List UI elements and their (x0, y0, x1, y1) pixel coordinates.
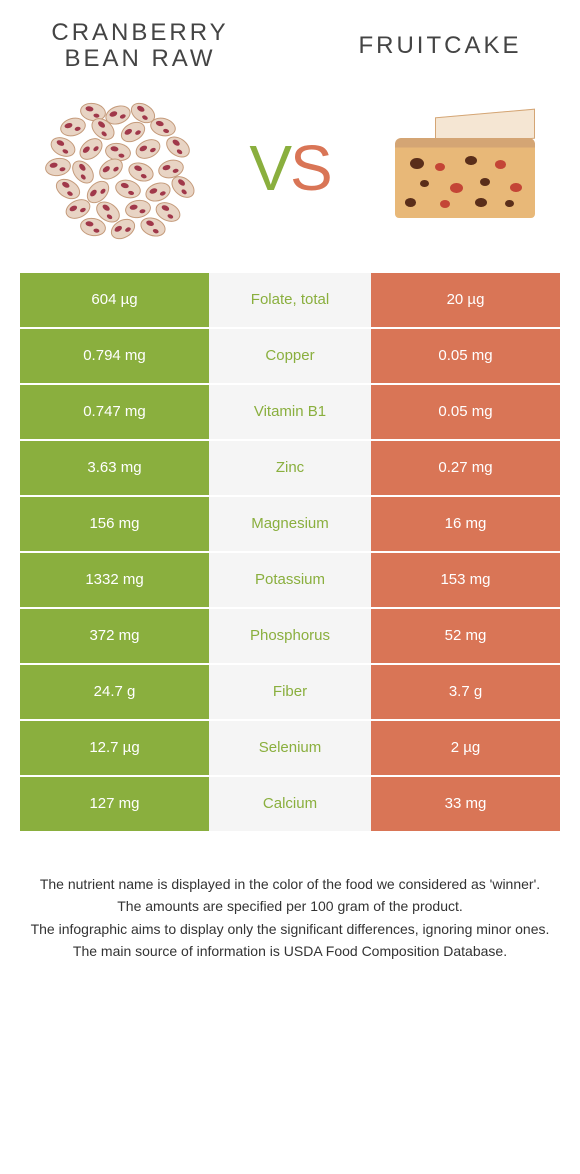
table-row: 3.63 mgZinc0.27 mg (20, 441, 560, 497)
right-value: 2 µg (371, 721, 560, 777)
table-row: 604 µgFolate, total20 µg (20, 273, 560, 329)
footer-line2: The amounts are specified per 100 gram o… (30, 895, 550, 917)
left-value: 12.7 µg (20, 721, 209, 777)
nutrient-name: Magnesium (209, 497, 371, 553)
left-title-line2: BEAN RAW (64, 45, 215, 72)
table-row: 0.794 mgCopper0.05 mg (20, 329, 560, 385)
left-value: 3.63 mg (20, 441, 209, 497)
right-value: 52 mg (371, 609, 560, 665)
left-title-line1: CRANBERRY (51, 19, 228, 46)
nutrient-name: Folate, total (209, 273, 371, 329)
table-row: 127 mgCalcium33 mg (20, 777, 560, 833)
table-row: 12.7 µgSelenium2 µg (20, 721, 560, 777)
left-value: 604 µg (20, 273, 209, 329)
nutrient-name: Zinc (209, 441, 371, 497)
images-row: VS (0, 83, 580, 273)
table-row: 372 mgPhosphorus52 mg (20, 609, 560, 665)
fruitcake-image (370, 93, 550, 243)
left-value: 1332 mg (20, 553, 209, 609)
right-value: 0.05 mg (371, 385, 560, 441)
left-value: 0.747 mg (20, 385, 209, 441)
cranberry-bean-image (30, 93, 210, 243)
vs-s: S (290, 132, 331, 204)
right-value: 33 mg (371, 777, 560, 833)
header: CRANBERRY BEAN RAW FRUITCAKE (0, 0, 580, 83)
vs-v: V (249, 132, 290, 204)
left-title: CRANBERRY BEAN RAW (40, 20, 240, 73)
nutrient-name: Calcium (209, 777, 371, 833)
table-row: 156 mgMagnesium16 mg (20, 497, 560, 553)
footer-line4: The main source of information is USDA F… (30, 940, 550, 962)
left-value: 372 mg (20, 609, 209, 665)
left-value: 24.7 g (20, 665, 209, 721)
left-value: 156 mg (20, 497, 209, 553)
table-row: 0.747 mgVitamin B10.05 mg (20, 385, 560, 441)
footer-line3: The infographic aims to display only the… (30, 918, 550, 940)
table-row: 1332 mgPotassium153 mg (20, 553, 560, 609)
footer-text: The nutrient name is displayed in the co… (0, 833, 580, 983)
right-value: 20 µg (371, 273, 560, 329)
right-title: FRUITCAKE (340, 33, 540, 59)
right-value: 3.7 g (371, 665, 560, 721)
nutrient-name: Copper (209, 329, 371, 385)
nutrient-name: Fiber (209, 665, 371, 721)
footer-line1: The nutrient name is displayed in the co… (30, 873, 550, 895)
right-value: 16 mg (371, 497, 560, 553)
table-row: 24.7 gFiber3.7 g (20, 665, 560, 721)
nutrient-name: Vitamin B1 (209, 385, 371, 441)
vs-text: VS (249, 131, 330, 205)
nutrient-name: Potassium (209, 553, 371, 609)
right-value: 0.27 mg (371, 441, 560, 497)
nutrient-name: Selenium (209, 721, 371, 777)
nutrient-name: Phosphorus (209, 609, 371, 665)
nutrient-table: 604 µgFolate, total20 µg0.794 mgCopper0.… (20, 273, 560, 833)
right-value: 0.05 mg (371, 329, 560, 385)
left-value: 127 mg (20, 777, 209, 833)
right-value: 153 mg (371, 553, 560, 609)
left-value: 0.794 mg (20, 329, 209, 385)
